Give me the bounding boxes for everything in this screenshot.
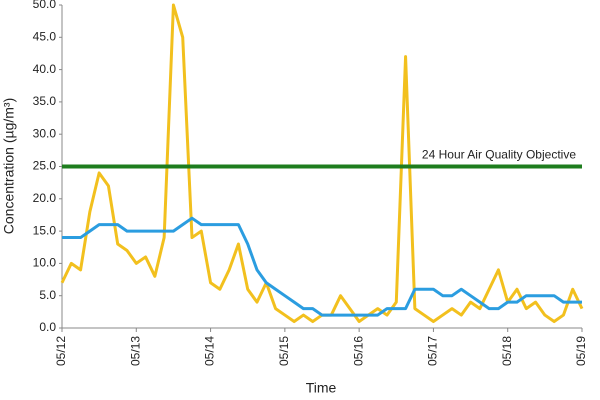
x-tick-label: 05/12 bbox=[54, 336, 68, 366]
x-tick-label: 05/16 bbox=[351, 336, 365, 366]
y-tick-label: 25.0 bbox=[33, 159, 57, 173]
y-tick-label: 15.0 bbox=[33, 223, 57, 237]
y-tick-label: 50.0 bbox=[33, 0, 57, 11]
reference-label: 24 Hour Air Quality Objective bbox=[422, 148, 576, 162]
y-tick-label: 5.0 bbox=[39, 288, 56, 302]
x-axis-label: Time bbox=[306, 380, 337, 396]
x-tick-label: 05/18 bbox=[500, 336, 514, 366]
y-tick-label: 10.0 bbox=[33, 256, 57, 270]
y-tick-label: 40.0 bbox=[33, 62, 57, 76]
y-tick-label: 20.0 bbox=[33, 191, 57, 205]
series-line bbox=[62, 216, 582, 317]
x-tick-label: 05/19 bbox=[574, 336, 588, 366]
y-tick-label: 45.0 bbox=[33, 29, 57, 43]
x-tick-label: 05/15 bbox=[277, 336, 291, 366]
y-tick-label: 30.0 bbox=[33, 126, 57, 140]
x-tick-label: 05/17 bbox=[426, 336, 440, 366]
y-tick-label: 0.0 bbox=[39, 320, 56, 334]
y-axis-label: Concentration (µg/m³) bbox=[1, 98, 17, 234]
y-tick-label: 35.0 bbox=[33, 94, 57, 108]
x-tick-label: 05/13 bbox=[128, 336, 142, 366]
x-tick-label: 05/14 bbox=[203, 336, 217, 366]
series-line bbox=[60, 3, 584, 324]
